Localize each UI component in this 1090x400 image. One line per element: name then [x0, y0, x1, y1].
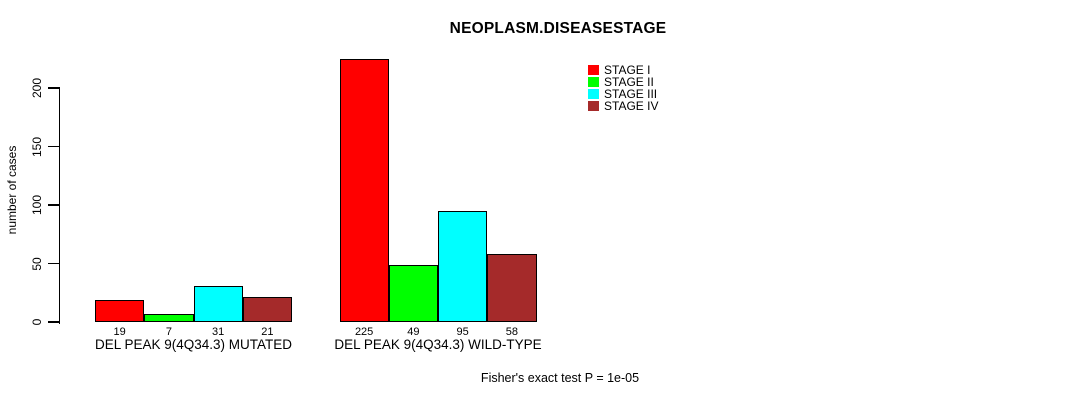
legend-label: STAGE IV: [604, 99, 659, 113]
bar-value-label: 19: [113, 325, 126, 338]
category-label: DEL PEAK 9(4Q34.3) WILD-TYPE: [334, 337, 542, 352]
bar-value-label: 95: [456, 325, 469, 338]
legend-item: STAGE IV: [588, 100, 658, 112]
bar-value-label: 7: [165, 325, 172, 338]
bar: [193, 285, 243, 322]
legend-label: STAGE II: [604, 75, 654, 89]
bar-value-label: 21: [261, 325, 274, 338]
bar: [95, 299, 145, 322]
chart-title: NEOPLASM.DISEASESTAGE: [449, 20, 667, 37]
y-tick-label: 0: [30, 318, 44, 326]
bar: [487, 254, 537, 322]
y-axis-label: number of cases: [5, 145, 19, 235]
legend-swatch: [588, 89, 599, 99]
bar: [144, 313, 194, 322]
y-tick-label: 200: [30, 77, 44, 99]
legend-item: STAGE I: [588, 64, 658, 76]
stat-test-caption: Fisher's exact test P = 1e-05: [480, 371, 640, 385]
category-label: DEL PEAK 9(4Q34.3) MUTATED: [94, 337, 293, 352]
legend-swatch: [588, 65, 599, 75]
legend-item: STAGE III: [588, 88, 658, 100]
y-tick: [48, 321, 60, 323]
y-tick: [48, 145, 60, 148]
y-tick: [48, 262, 60, 265]
y-tick-label: 50: [30, 256, 44, 271]
legend-item: STAGE II: [588, 76, 658, 88]
bar: [339, 58, 389, 322]
y-tick: [48, 87, 60, 89]
legend: STAGE I STAGE II STAGE III STAGE IV: [588, 64, 658, 112]
y-tick-label: 150: [30, 136, 44, 157]
bar: [242, 297, 292, 322]
bar: [388, 264, 438, 322]
bar-value-label: 49: [407, 325, 420, 338]
bar: [438, 210, 488, 322]
y-axis-line: [58, 88, 60, 324]
legend-swatch: [588, 77, 599, 87]
legend-swatch: [588, 101, 599, 111]
legend-label: STAGE III: [604, 87, 658, 101]
bar-value-label: 225: [354, 325, 374, 338]
y-tick-label: 100: [30, 194, 44, 216]
bar-value-label: 58: [505, 325, 518, 338]
legend-label: STAGE I: [604, 63, 651, 77]
bar-value-label: 31: [212, 325, 225, 338]
y-tick: [48, 204, 60, 206]
